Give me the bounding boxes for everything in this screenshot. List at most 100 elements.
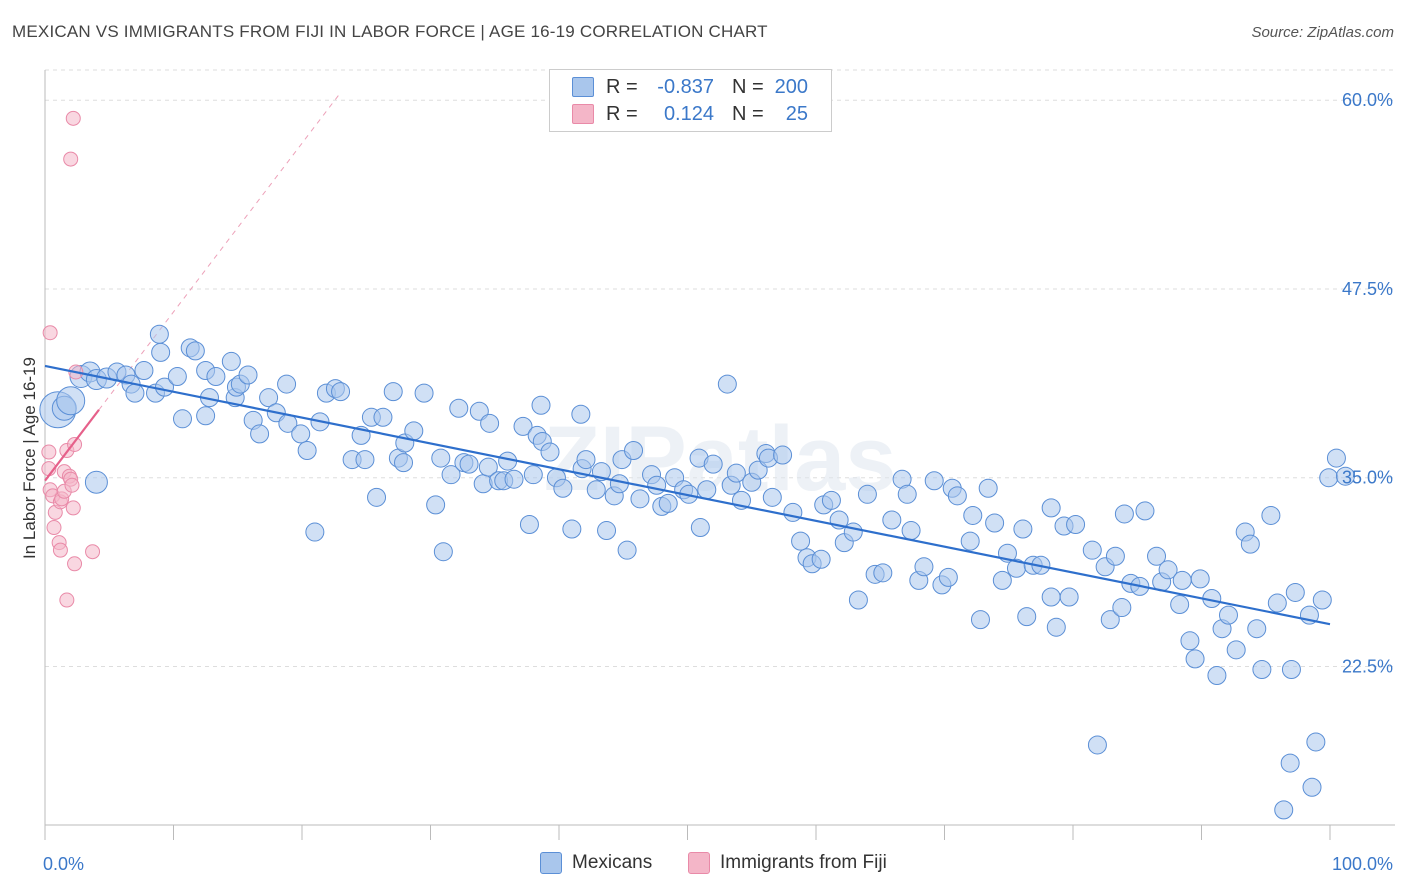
mexican-point (938, 567, 958, 587)
mexican-point (690, 518, 710, 538)
mexican-point (1087, 735, 1107, 755)
mexican-point (504, 469, 524, 489)
mexican-point (331, 382, 351, 402)
mexican-point (562, 519, 582, 539)
mexican-point (762, 487, 782, 507)
legend-n-label: N = (732, 75, 764, 98)
mexican-point (373, 407, 393, 427)
mexican-point (523, 465, 543, 485)
mexican-point (1105, 546, 1125, 566)
mexican-point (1319, 468, 1339, 488)
mexican-point (56, 386, 86, 416)
series-legend-fiji: Immigrants from Fiji (688, 852, 887, 874)
legend-r-value: 0.124 (663, 102, 714, 125)
fiji-point (59, 592, 75, 608)
mexican-point (519, 515, 539, 535)
mexican-point (586, 480, 606, 500)
mexican-point (404, 421, 424, 441)
mexican-point (576, 450, 596, 470)
mexican-point (238, 365, 258, 385)
mexican-point (970, 610, 990, 630)
mexican-point (848, 590, 868, 610)
mexican-point (1066, 515, 1086, 535)
legend-r-label: R = (606, 75, 638, 98)
mexican-point (1302, 777, 1322, 797)
mexican-point (924, 471, 944, 491)
mexican-point (383, 382, 403, 402)
mexican-point (1285, 582, 1305, 602)
mexican-point (1281, 659, 1301, 679)
mexican-point (1046, 617, 1066, 637)
stats-legend: R = -0.837 N = 200 R = 0.124 N = 25 (549, 69, 832, 132)
fiji-point (64, 477, 80, 493)
mexican-point (250, 424, 270, 444)
mexican-point (985, 513, 1005, 533)
mexican-point (960, 531, 980, 551)
fiji-point (41, 444, 57, 460)
mexican-point (84, 470, 108, 494)
legend-r-label: R = (606, 102, 638, 125)
mexican-point (748, 460, 768, 480)
mexican-point (947, 486, 967, 506)
mexican-point (513, 416, 533, 436)
mexican-point (394, 453, 414, 473)
mexican-point (196, 406, 216, 426)
legend-swatch-fiji (572, 104, 594, 124)
mexican-point (431, 448, 451, 468)
mexican-point (873, 563, 893, 583)
fiji-point (67, 556, 83, 572)
mexican-point (1274, 800, 1294, 820)
legend-n-value: 25 (785, 102, 808, 125)
mexican-point (843, 522, 863, 542)
mexican-point (459, 454, 479, 474)
mexican-point (1017, 607, 1037, 627)
y-tick-label: 47.5% (1342, 279, 1393, 299)
mexican-point (172, 409, 192, 429)
mexican-point (167, 367, 187, 387)
source-label: Source: ZipAtlas.com (1251, 24, 1394, 41)
mexican-point (1280, 753, 1300, 773)
legend-n-label: N = (732, 102, 764, 125)
axis-labels: 22.5% 35.0% 47.5% 60.0% 0.0% 100.0% In Labor F… (20, 90, 1393, 874)
mexican-trend-line (44, 364, 1331, 626)
mexican-point (978, 478, 998, 498)
mexican-point (1170, 595, 1190, 615)
mexican-point (717, 374, 737, 394)
mexican-point (1135, 501, 1155, 521)
mexican-point (1041, 587, 1061, 607)
trend-lines (98, 92, 341, 411)
mexican-point (480, 413, 500, 433)
mexican-point (259, 388, 279, 408)
mexican-point (1306, 732, 1326, 752)
mexican-point (1252, 659, 1272, 679)
legend-n-value: 200 (774, 75, 808, 98)
mexican-point (1112, 598, 1132, 618)
mexican-point (791, 531, 811, 551)
mexican-point (1267, 593, 1287, 613)
fiji-trend-extension (98, 92, 341, 411)
mexican-point (1059, 587, 1079, 607)
fiji-point (63, 151, 79, 167)
mexican-point (1114, 504, 1134, 524)
mexican-point (647, 475, 667, 495)
mexican-point (134, 360, 154, 380)
legend-swatch-mexicans (572, 77, 594, 97)
mexican-point (291, 424, 311, 444)
fiji-point (65, 110, 81, 126)
mexican-point (305, 522, 325, 542)
mexican-point (221, 351, 241, 371)
y-axis-title: In Labor Force | Age 16-19 (20, 357, 39, 559)
mexican-point (992, 570, 1012, 590)
mexican-point (1041, 498, 1061, 518)
mexican-point (1335, 466, 1355, 486)
series-swatch-fiji (688, 852, 710, 874)
y-tick-label: 22.5% (1342, 656, 1393, 676)
mexican-point (1240, 534, 1260, 554)
mexican-point (630, 489, 650, 509)
x-tick-label: 100.0% (1332, 854, 1393, 874)
mexican-point (1172, 570, 1192, 590)
series-label-mexicans: Mexicans (572, 852, 653, 873)
mexican-point (185, 341, 205, 361)
mexican-point (658, 493, 678, 513)
mexican-point (1158, 560, 1178, 580)
